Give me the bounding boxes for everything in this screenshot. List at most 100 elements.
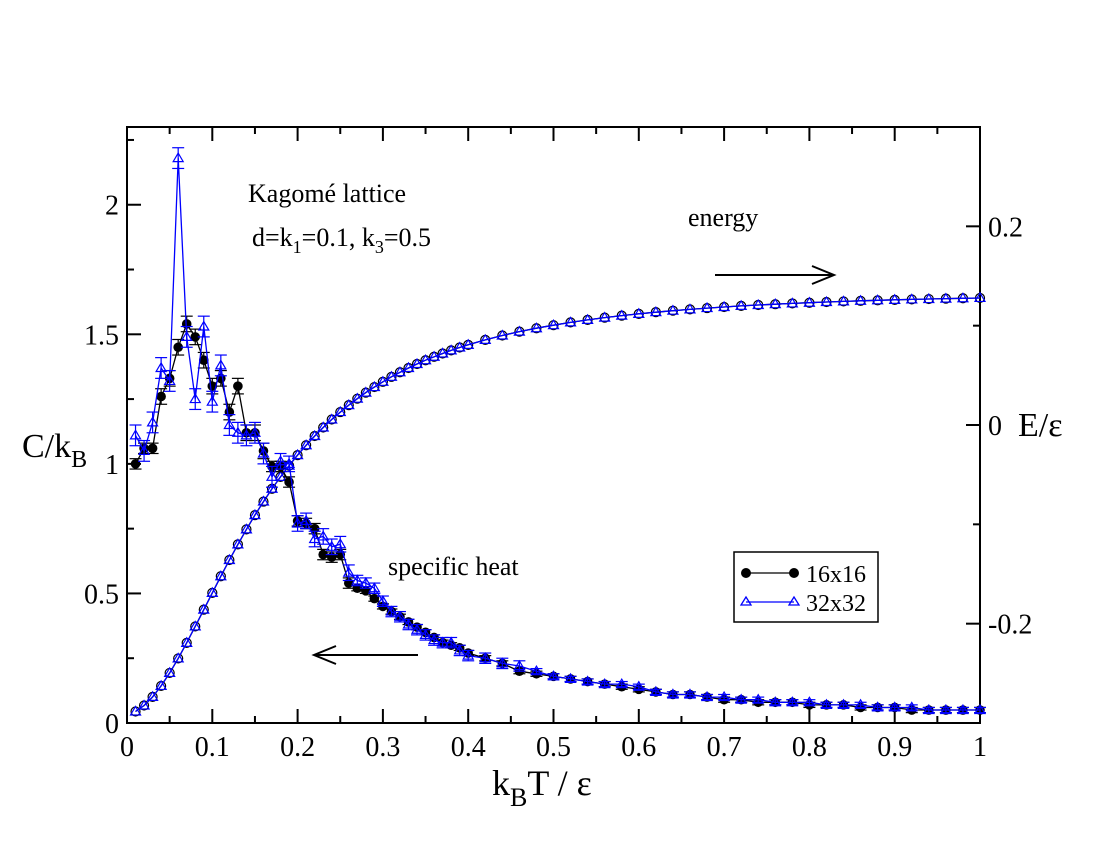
y-left-axis-label: C/kB [22, 428, 87, 473]
data-point [956, 703, 969, 715]
data-point [581, 313, 594, 325]
data-point [147, 443, 158, 454]
data-point [240, 429, 253, 440]
data-point [854, 698, 867, 709]
y-left-tick-label: 1 [105, 450, 119, 481]
data-point [359, 576, 372, 588]
data-point [130, 459, 141, 469]
y-left-tick-label: 2 [105, 191, 119, 222]
data-point [718, 690, 731, 702]
data-point [156, 391, 166, 402]
lattice-title-annotation: Kagomé lattice [248, 179, 406, 208]
legend-entry-16x16: 16x16 [741, 562, 866, 588]
data-point [445, 344, 458, 355]
data-point [369, 593, 380, 604]
data-point [376, 375, 389, 386]
data-point [163, 666, 176, 678]
data-point [385, 370, 398, 381]
data-point [530, 322, 543, 333]
data-point [223, 418, 236, 430]
data-point [786, 297, 799, 308]
x-label-k: k [492, 763, 510, 803]
data-point [197, 603, 210, 614]
data-point [786, 696, 799, 707]
x-label-sub: B [510, 783, 527, 812]
data-point [496, 329, 509, 340]
x-axis-label: kBT / ε [492, 763, 592, 812]
data-point [214, 570, 227, 581]
data-point [632, 680, 645, 691]
data-point [385, 605, 398, 616]
y-left-label-main: C/k [22, 428, 71, 465]
data-point [318, 549, 328, 560]
data-point [163, 374, 176, 386]
x-tick-label: 0.2 [280, 732, 315, 763]
data-point [376, 595, 389, 606]
data-point [462, 338, 475, 349]
parameters-annotation: d=k1=0.1, k3=0.5 [252, 223, 431, 257]
data-point [189, 392, 202, 404]
data-point [837, 698, 850, 709]
param-mid-text: =0.1, k [302, 223, 375, 252]
data-point [198, 355, 209, 366]
data-point [922, 703, 935, 715]
data-point [342, 566, 355, 577]
data-point [453, 644, 466, 655]
data-point [752, 298, 765, 310]
y-right-tick-label: 0.2 [988, 212, 1023, 243]
data-point [530, 664, 543, 676]
data-point [368, 582, 381, 593]
data-point [283, 457, 296, 468]
data-point [155, 361, 168, 373]
y-left-tick-label: 0 [105, 709, 119, 740]
data-point [233, 381, 243, 391]
data-point [172, 151, 185, 163]
y-left-tick-label: 0.5 [84, 579, 119, 610]
legend: 16x16 32x32 [733, 551, 879, 623]
data-point [598, 677, 611, 689]
x-tick-label: 0.7 [707, 732, 742, 763]
data-point [479, 652, 492, 663]
series-line [134, 322, 980, 711]
x-tick-label: 0 [120, 732, 134, 763]
data-point [700, 301, 714, 313]
data-point [265, 482, 279, 493]
data-point [351, 392, 364, 403]
data-point [402, 618, 415, 629]
data-point [291, 448, 304, 460]
data-point [410, 623, 424, 634]
data-point [129, 705, 142, 716]
data-point [155, 679, 168, 691]
data-point [700, 690, 714, 702]
data-point [905, 293, 918, 304]
data-point [410, 357, 424, 369]
y-left-tick-label: 1.5 [84, 320, 119, 351]
data-point [368, 380, 381, 392]
x-tick-label: 0.6 [621, 732, 656, 763]
energy-series-32x32 [129, 291, 987, 716]
data-point [180, 330, 193, 341]
x-tick-label: 0.5 [536, 732, 571, 763]
data-point [231, 538, 244, 549]
x-label-rest: T / ε [527, 763, 591, 803]
data-point [871, 701, 884, 712]
data-point [359, 386, 372, 397]
data-point [939, 292, 952, 303]
data-point [248, 508, 261, 520]
param-k3-subscript: 3 [375, 237, 384, 257]
data-point [402, 361, 415, 373]
data-point [351, 574, 364, 585]
data-point [146, 690, 159, 701]
x-tick-label: 0.8 [792, 732, 827, 763]
data-point [317, 421, 330, 432]
data-point [308, 532, 321, 544]
data-point [393, 366, 407, 377]
data-point [820, 698, 833, 709]
data-point [428, 633, 441, 645]
data-point [581, 675, 594, 686]
data-point [956, 292, 969, 303]
data-point [973, 291, 987, 303]
data-point [666, 688, 679, 699]
energy-arrow [715, 265, 837, 285]
